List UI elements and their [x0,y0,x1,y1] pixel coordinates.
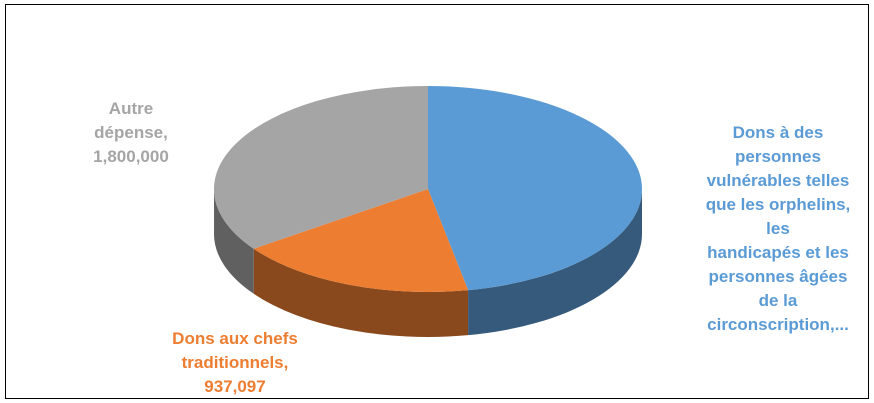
pie-slice-traditional-chiefs [253,189,469,292]
data-label-vulnerable-donations: Dons à des personnes vulnérables telles … [705,123,851,334]
pie-slice-vulnerable-donations [428,86,643,291]
chart-frame: Dons à des personnes vulnérables telles … [5,4,869,399]
pie-side-other-expense [214,189,254,294]
data-label-traditional-chiefs: Dons aux chefs traditionnels, 937,097 [172,329,298,396]
pie-slice-other-expense [213,86,428,249]
pie-side-vulnerable-donations [468,189,642,336]
data-label-other-expense: Autre dépense, 1,800,000 [93,99,169,166]
pie-chart [213,86,643,338]
pie-side-traditional-chiefs [253,248,469,338]
